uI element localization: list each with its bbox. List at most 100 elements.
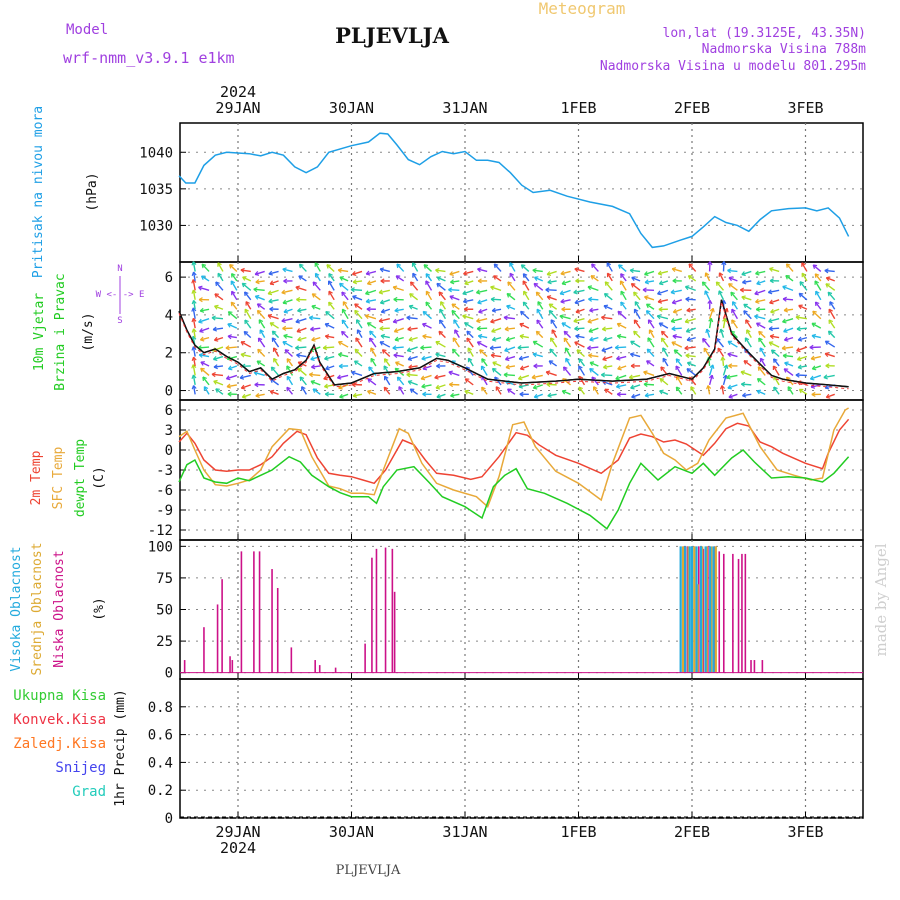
wind-arrowhead [341,308,347,314]
wind-arrow [659,378,669,386]
wind-arrow [214,336,224,341]
wind-arrowhead [770,349,776,354]
wind-arrow [255,280,265,283]
wind-arrowhead [801,262,806,267]
wind-arrow [281,289,293,294]
wind-arrowhead [615,375,620,381]
wind-arrowhead [421,383,426,389]
wind-arrow [617,310,627,320]
wind-arrow [310,327,321,331]
wind-arrow [620,301,627,310]
wind-arrow [327,280,335,291]
wind-arrow [801,272,808,282]
wind-arrowhead [231,273,236,278]
wind-arrow [451,303,460,310]
wind-arrowhead [449,271,454,276]
wind-arrow [825,283,836,291]
wind-arrowhead [825,283,830,288]
wind-arrowhead [824,384,830,390]
precip-legend-item: Zaledj.Kisa [13,736,106,752]
wind-arrowhead [215,281,220,287]
wind-arrowhead [785,263,791,268]
precip-unit: 1hr Precip (mm) [113,689,128,806]
wind-arrowhead [312,281,318,286]
wind-arrow [328,301,335,310]
wind-arrow [352,393,363,397]
wind-arrowhead [588,328,594,333]
wind-arrow [722,261,725,272]
wind-arrowhead [769,278,774,284]
wind-arrowhead [191,289,197,294]
wind-arrowhead [336,374,342,380]
wind-arrowhead [533,363,538,369]
wind-arrow [259,329,266,338]
wind-arrowhead [225,375,231,381]
wind-arrowhead [559,314,564,320]
wind-arrow [532,340,544,348]
wind-arrowhead [644,295,649,301]
wind-arrow [256,309,266,320]
bottom-date-label: 1FEB [560,823,596,841]
wind-arrow [574,299,585,304]
wind-arrowhead [286,386,291,392]
wind-arrow [505,365,516,369]
wind-arrowhead [720,356,726,361]
wind-arrow [756,322,766,329]
wind-arrowhead [269,306,274,312]
wind-arrow [768,318,780,323]
wind-arrowhead [631,276,636,282]
wind-arrowhead [675,358,681,363]
wind-arrow [536,319,544,329]
wind-arrowhead [606,262,611,267]
wind-arrow [408,365,418,368]
wind-arrow [690,386,697,395]
wind-arrowhead [198,318,203,324]
wind-arrowhead [269,280,275,286]
wind-arrowhead [464,280,469,286]
wind-arrowhead [296,328,302,333]
wind-arrowhead [199,336,205,342]
wind-arrowhead [686,307,691,313]
wind-arrow [759,347,766,357]
wind-arrow [757,366,766,376]
wind-arrowhead [272,347,278,352]
wind-arrow [686,336,696,341]
wind-arrow [495,386,502,395]
wind-arrowhead [379,267,385,273]
model-name: wrf-nmm_v3.9.1 e1km [63,49,235,67]
wind-arrow [423,264,432,272]
wind-arrowhead [684,318,690,324]
wind-arrowhead [310,380,316,385]
wind-arrow [192,289,196,300]
wind-arrow [298,263,307,272]
wind-arrowhead [368,366,373,372]
wind-arrow [828,308,836,320]
wind-arrow [589,336,599,341]
temp-frame [179,399,864,541]
wind-arrowhead [588,353,593,359]
y-tick-label: 75 [156,571,173,587]
wind-arrowhead [407,380,413,385]
wind-arrow [591,376,599,386]
wind-arrow [784,308,794,312]
wind-arrow [503,316,516,320]
wind-arrowhead [648,329,654,334]
wind-arrowhead [212,326,218,332]
wind-arrow [438,330,446,339]
top-year-label: 2024 [220,83,256,101]
wind-arrow [769,327,780,330]
wind-arrow [707,385,711,395]
wind-arrowhead [812,264,818,269]
wind-arrowhead [616,355,621,361]
wind-arrow [562,390,571,395]
wind-arrow [230,301,238,310]
wind-arrowhead [574,326,579,332]
wind-arrow [630,353,641,358]
wind-arrowhead [561,280,567,286]
wind-arrowhead [574,299,580,305]
wind-arrowhead [310,356,315,361]
wind-arrowhead [709,307,715,313]
wind-arrowhead [476,325,481,332]
wind-arrow [814,273,822,282]
wind-arrow [604,281,613,291]
